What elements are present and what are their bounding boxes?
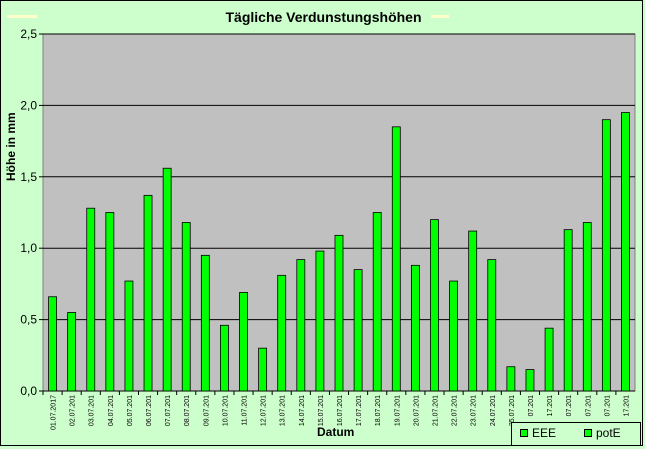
bar-18 bbox=[372, 212, 382, 392]
x-tick-label: 09.07.201 bbox=[203, 395, 210, 426]
bar-9 bbox=[200, 254, 210, 392]
x-tick-label: 18.07.201 bbox=[375, 395, 382, 426]
bar-22 bbox=[449, 280, 458, 392]
legend-label-pote: potE bbox=[596, 426, 621, 440]
x-tick-label: 05.07.201 bbox=[127, 395, 134, 426]
title-decoration-left bbox=[7, 15, 37, 18]
bar-14 bbox=[296, 259, 306, 392]
y-tick-label: 0,0 bbox=[20, 384, 37, 398]
y-tick-label: 1,5 bbox=[20, 170, 37, 184]
bar-1 bbox=[48, 296, 57, 392]
bar-6 bbox=[143, 194, 153, 392]
bar-17 bbox=[353, 269, 363, 392]
x-tick-label: 20.07.201 bbox=[413, 395, 420, 426]
bar-15 bbox=[315, 250, 325, 392]
y-tick-label: 0,5 bbox=[20, 313, 37, 327]
y-tick-label: 1,0 bbox=[20, 241, 37, 255]
x-tick-label: 07.201 bbox=[585, 395, 592, 417]
bar-25 bbox=[506, 366, 516, 392]
x-tick-label: 02.07.201 bbox=[70, 395, 77, 426]
bar-7 bbox=[162, 167, 172, 392]
x-tick-label: 03.07.201 bbox=[89, 395, 96, 426]
x-tick-label: 06.07.201 bbox=[146, 395, 153, 426]
bar-28 bbox=[563, 229, 573, 392]
x-axis-label: Datum bbox=[317, 425, 355, 439]
x-tick-label: 24.07.201 bbox=[490, 395, 497, 426]
bar-16 bbox=[334, 234, 344, 392]
bar-26 bbox=[525, 369, 535, 392]
x-tick-label: 17.201 bbox=[547, 395, 554, 417]
bar-31 bbox=[621, 112, 630, 392]
x-tick-label: 21.07.201 bbox=[432, 395, 439, 426]
x-tick-label: 10.07.201 bbox=[222, 395, 229, 426]
bar-20 bbox=[410, 264, 420, 392]
legend-item-eee: EEE bbox=[520, 426, 556, 440]
bar-24 bbox=[487, 259, 497, 392]
bar-11 bbox=[239, 292, 248, 392]
x-tick-label: 25.07.201 bbox=[509, 395, 516, 426]
x-tick-label: 07.201 bbox=[528, 395, 535, 417]
x-tick-label: 07.07.201 bbox=[165, 395, 172, 426]
x-tick-label: 12.07.201 bbox=[261, 395, 268, 426]
x-tick-label: 11.07.201 bbox=[242, 395, 249, 426]
x-tick-label: 16.07.201 bbox=[337, 395, 344, 426]
bar-4 bbox=[105, 212, 115, 392]
x-tick-label: 07.201 bbox=[604, 395, 611, 417]
x-tick-label: 15.07.201 bbox=[318, 395, 325, 426]
y-axis-label: Höhe in mm bbox=[4, 112, 18, 181]
bar-12 bbox=[258, 347, 268, 392]
bar-2 bbox=[67, 312, 77, 392]
chart-title: Tägliche Verdunstungshöhen bbox=[225, 9, 422, 25]
bar-3 bbox=[86, 207, 96, 392]
bar-10 bbox=[220, 324, 229, 392]
legend-item-pote: potE bbox=[584, 426, 621, 440]
x-tick-label: 07.201 bbox=[566, 395, 573, 417]
x-tick-label: 22.07.201 bbox=[452, 395, 459, 426]
bar-8 bbox=[181, 222, 191, 392]
y-tick-label: 2,0 bbox=[20, 98, 37, 112]
x-tick-label: 17.201 bbox=[623, 395, 630, 417]
x-tick-label: 17.07.201 bbox=[356, 395, 363, 426]
x-tick-label: 04.07.201 bbox=[108, 395, 115, 426]
x-tick-label: 01.07.2017 bbox=[51, 395, 58, 430]
bar-21 bbox=[430, 219, 439, 392]
x-tick-label: 08.07.201 bbox=[184, 395, 191, 426]
x-tick-label: 23.07.201 bbox=[471, 395, 478, 426]
bar-29 bbox=[582, 222, 592, 392]
bar-23 bbox=[468, 230, 478, 392]
legend-label-eee: EEE bbox=[532, 426, 557, 440]
x-tick-label: 14.07.201 bbox=[299, 395, 306, 426]
y-tick-label: 2,5 bbox=[20, 27, 37, 41]
bar-5 bbox=[124, 280, 134, 392]
legend-swatch-pote bbox=[584, 429, 592, 437]
x-tick-label: 19.07.201 bbox=[394, 395, 401, 426]
x-tick-label: 13.07.201 bbox=[280, 395, 287, 426]
title-decoration-right bbox=[431, 15, 449, 18]
bar-13 bbox=[277, 274, 287, 392]
bar-30 bbox=[601, 119, 611, 392]
legend-swatch-eee bbox=[520, 429, 528, 437]
bar-19 bbox=[391, 126, 401, 392]
legend: EEE potE bbox=[511, 422, 641, 446]
bar-27 bbox=[544, 327, 554, 392]
